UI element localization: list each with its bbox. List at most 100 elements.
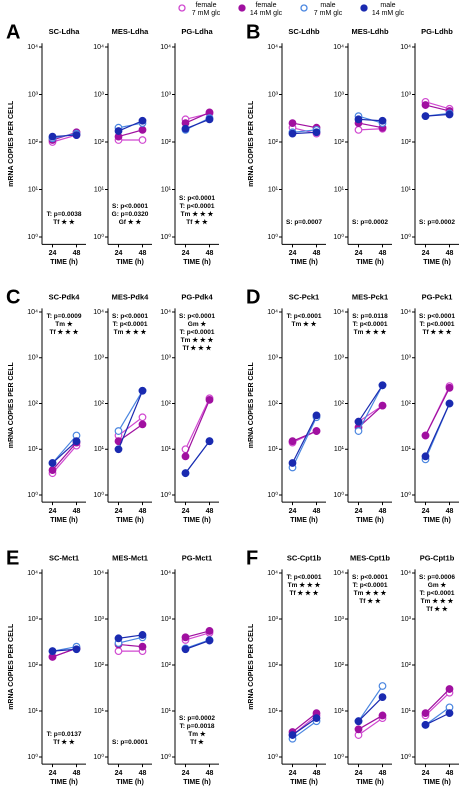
data-point (445, 685, 454, 693)
series-line (358, 696, 383, 722)
x-axis-label: TIME (h) (116, 779, 144, 786)
y-tick-label: 10² (401, 662, 412, 669)
y-tick-label: 10⁰ (27, 233, 38, 241)
data-point (138, 136, 147, 144)
subplot-title: PG-Ldhb (421, 27, 453, 36)
legend-label: female (195, 2, 216, 9)
y-tick-label: 10¹ (94, 186, 105, 193)
stat-annotation: Tm ★ ★ ★ (354, 328, 388, 336)
x-axis-label: TIME (h) (116, 259, 144, 266)
x-tick-label: 48 (139, 508, 147, 515)
series-line (118, 634, 143, 639)
x-axis-label: TIME (h) (423, 259, 451, 266)
y-tick-label: 10⁴ (267, 309, 278, 316)
series-line (292, 720, 317, 740)
stat-annotation: T: p<0.0001 (420, 321, 455, 328)
y-tick-label: 10¹ (28, 446, 39, 453)
series-line (185, 118, 210, 130)
y-tick-label: 10⁴ (400, 44, 411, 51)
y-axis-label: mRNA COPIES PER CELL (248, 100, 255, 187)
data-point (114, 127, 123, 135)
data-point (421, 709, 430, 718)
y-tick-label: 10⁰ (93, 233, 104, 241)
series-line (118, 129, 143, 138)
subplot-title: MES-Pck1 (352, 292, 388, 301)
y-tick-label: 10⁴ (93, 44, 104, 51)
x-axis-label: TIME (h) (290, 779, 318, 786)
data-point (288, 129, 297, 138)
x-tick-label: 24 (115, 770, 123, 777)
data-point (288, 459, 297, 467)
series-line (358, 717, 383, 736)
y-tick-label: 10¹ (28, 186, 39, 193)
x-axis-label: TIME (h) (183, 779, 211, 786)
x-tick-label: 24 (182, 250, 190, 257)
y-tick-label: 10⁴ (160, 570, 171, 577)
y-tick-label: 10¹ (334, 186, 345, 193)
data-point (138, 125, 147, 134)
y-tick-label: 10³ (268, 616, 279, 623)
data-point (114, 445, 123, 454)
y-tick-label: 10² (401, 400, 412, 407)
y-tick-label: 10¹ (161, 708, 172, 715)
stat-annotation: S: p=0.0002 (179, 715, 215, 722)
y-tick-label: 10⁴ (160, 44, 171, 51)
subplot-title: MES-Ldha (112, 27, 149, 36)
stat-annotation: Gm ★ (188, 320, 208, 328)
x-tick-label: 24 (49, 770, 57, 777)
y-tick-label: 10³ (94, 355, 105, 362)
x-tick-label: 48 (73, 250, 81, 257)
y-tick-label: 10² (28, 139, 39, 146)
y-tick-label: 10² (28, 662, 39, 669)
stat-annotation: Tm ★ ★ ★ (181, 210, 215, 218)
data-point (378, 116, 387, 125)
legend-label: 14 mM glc (372, 10, 405, 17)
data-point (288, 119, 297, 127)
y-tick-label: 10¹ (334, 446, 345, 453)
x-axis-label: TIME (h) (423, 517, 451, 524)
series-line (425, 113, 450, 117)
y-tick-label: 10¹ (268, 186, 279, 193)
series-line (357, 384, 384, 423)
y-tick-label: 10⁰ (27, 491, 38, 499)
series-line (358, 122, 383, 129)
x-tick-label: 24 (182, 508, 190, 515)
y-tick-label: 10¹ (94, 446, 105, 453)
x-axis-label: TIME (h) (356, 259, 384, 266)
stat-annotation: Tm ★ ★ ★ (421, 597, 455, 605)
y-tick-label: 10⁴ (27, 570, 38, 577)
y-axis-label: mRNA COPIES PER CELL (8, 100, 15, 187)
y-tick-label: 10¹ (94, 708, 105, 715)
x-tick-label: 24 (289, 770, 297, 777)
x-tick-label: 24 (115, 250, 123, 257)
series-line (358, 405, 383, 423)
x-axis-label: TIME (h) (50, 779, 78, 786)
y-axis-label: mRNA COPIES PER CELL (248, 361, 255, 448)
subplot-title: PG-Ldha (181, 27, 213, 36)
series-line (52, 445, 77, 474)
stat-annotation: T: p<0.0001 (287, 574, 322, 581)
data-point (354, 125, 363, 134)
stat-annotation: Tm ★ ★ ★ (114, 328, 148, 336)
series-line (358, 685, 383, 722)
y-tick-label: 10³ (28, 616, 39, 623)
panel-letter: F (246, 548, 258, 570)
stat-annotation: S: p=0.0002 (352, 219, 388, 226)
stat-annotation: Gf ★ ★ (119, 218, 143, 226)
legend-label: 7 mM glc (314, 10, 343, 17)
stat-annotation: Tm ★ ★ ★ (288, 581, 322, 589)
y-tick-label: 10³ (334, 616, 345, 623)
data-point (48, 647, 57, 656)
stat-annotation: T: p=0.0038 (47, 211, 82, 218)
legend-marker (178, 4, 186, 12)
subplot-title: SC-Cpt1b (287, 553, 322, 562)
stat-annotation: Tf ★ ★ ★ (422, 328, 452, 336)
x-tick-label: 24 (182, 770, 190, 777)
y-tick-label: 10¹ (401, 708, 412, 715)
series-line (118, 636, 143, 644)
y-tick-label: 10¹ (161, 186, 172, 193)
legend-label: male (320, 2, 335, 9)
legend-marker (238, 4, 246, 12)
x-tick-label: 48 (206, 508, 214, 515)
stat-annotation: T: p<0.0001 (353, 582, 388, 589)
